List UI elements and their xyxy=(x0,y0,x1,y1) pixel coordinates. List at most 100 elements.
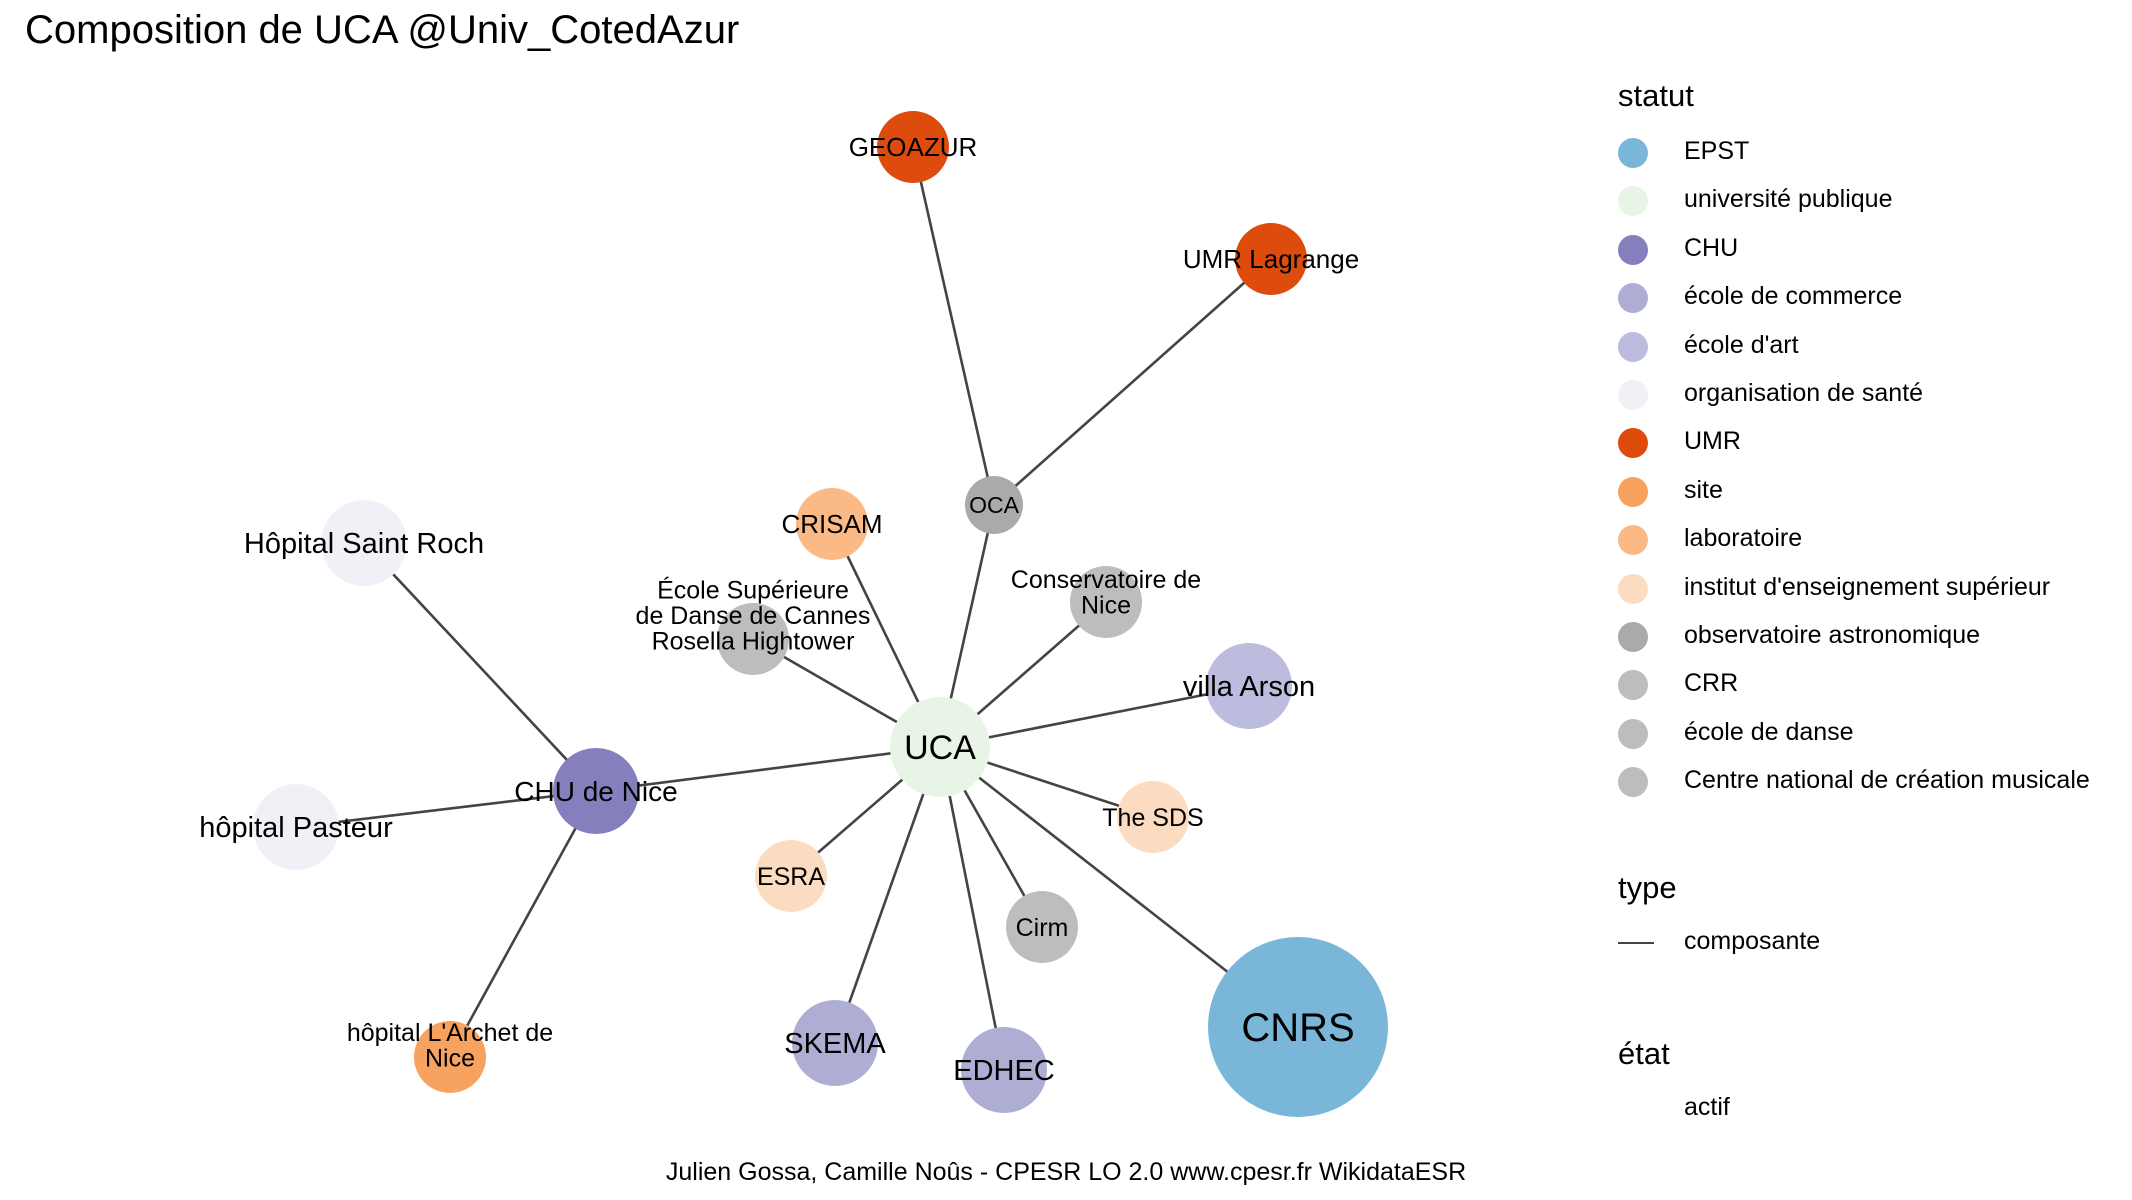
node-geoazur xyxy=(877,111,949,183)
node-lagrange xyxy=(1235,223,1307,295)
edge-chu-archet xyxy=(448,790,598,1058)
legend-item-statut: UMR xyxy=(1618,418,2118,466)
node-esra xyxy=(755,840,827,912)
node-uca xyxy=(890,697,990,797)
edge-oca-lagrange xyxy=(993,258,1272,506)
legend-label: école de commerce xyxy=(1684,282,1903,311)
legend-key-dot xyxy=(1618,234,1648,265)
node-cirm xyxy=(1006,891,1078,963)
node-conservatoire xyxy=(1070,566,1142,638)
node-oca xyxy=(965,476,1023,534)
legend-label: école de danse xyxy=(1684,717,1854,746)
legend-item-statut: université publique xyxy=(1618,176,2118,224)
edge-oca-geoazur xyxy=(911,146,996,506)
legend-label: Centre national de création musicale xyxy=(1684,766,2090,795)
node-label-esra: ESRA xyxy=(757,863,825,891)
node-cnrs xyxy=(1208,937,1388,1117)
node-label-arson: villa Arson xyxy=(1183,671,1315,703)
legend-item-statut: institut d'enseignement supérieur xyxy=(1618,564,2118,612)
node-danse xyxy=(717,603,789,675)
legend-item-statut: site xyxy=(1618,467,2118,515)
node-label-crisam: CRISAM xyxy=(781,509,882,539)
legend-item-statut: laboratoire xyxy=(1618,515,2118,563)
node-chu xyxy=(553,748,639,834)
legend-label: EPST xyxy=(1684,137,1750,165)
legend-key-dot xyxy=(1618,573,1648,604)
legend-label-composante: composante xyxy=(1684,927,1821,955)
legend-label: CHU xyxy=(1684,233,1739,262)
nodes-layer xyxy=(253,111,1388,1117)
node-label-cirm: Cirm xyxy=(1016,914,1069,942)
legend-key-dot xyxy=(1618,622,1648,652)
node-label-danse: École Supérieure de Danse de Cannes Rosell… xyxy=(636,575,871,655)
node-label-chu: CHU de Nice xyxy=(514,776,677,807)
legend-key-dot xyxy=(1618,138,1648,168)
edge-uca-arson xyxy=(939,684,1250,749)
node-label-sds: The SDS xyxy=(1102,804,1203,832)
node-arson xyxy=(1206,643,1292,729)
legend-label: site xyxy=(1684,475,1723,504)
node-stroch xyxy=(321,500,407,586)
node-label-pasteur: hôpital Pasteur xyxy=(199,812,393,844)
node-edhec xyxy=(961,1027,1047,1113)
node-label-conservatoire: Conservatoire de Nice xyxy=(1011,566,1201,620)
legend-item-statut: organisation de santé xyxy=(1618,370,2118,418)
legend-item-statut: EPST xyxy=(1618,128,2118,176)
edge-uca-skema xyxy=(833,746,942,1044)
legend-item-statut: Centre national de création musicale xyxy=(1618,757,2118,805)
caption: Julien Gossa, Camille Noûs - CPESR LO 2.… xyxy=(665,1158,1467,1186)
legend-label: école d'art xyxy=(1684,330,1799,359)
legend-item-statut: école d'art xyxy=(1618,322,2118,370)
legend-item-composante: composante xyxy=(1618,918,2118,966)
legend-item-statut: école de commerce xyxy=(1618,273,2118,321)
node-crisam xyxy=(796,488,868,560)
legend-item-statut: CHU xyxy=(1618,225,2118,273)
node-label-edhec: EDHEC xyxy=(953,1055,1055,1087)
node-label-stroch: Hôpital Saint Roch xyxy=(244,528,484,560)
legend-key-dot xyxy=(1618,380,1648,410)
node-label-oca: OCA xyxy=(969,492,1020,518)
legend-key-dot xyxy=(1618,283,1648,314)
legend-label-actif: actif xyxy=(1684,1093,1730,1121)
legend-key-dot xyxy=(1618,476,1648,507)
legend-label: université publique xyxy=(1684,185,1893,214)
legend-item-statut: observatoire astronomique xyxy=(1618,612,2118,660)
legend-key-dot xyxy=(1618,428,1648,459)
node-archet xyxy=(414,1021,486,1093)
legend-title-statut: statut xyxy=(1618,78,1694,113)
legend-key-dot xyxy=(1618,718,1648,749)
edge-uca-chu xyxy=(595,745,941,793)
legend-item-statut: CRR xyxy=(1618,660,2118,708)
node-label-skema: SKEMA xyxy=(784,1028,886,1060)
chart-title: Composition de UCA @Univ_CotedAzur xyxy=(25,8,740,52)
legend-label: observatoire astronomique xyxy=(1684,621,1980,649)
legend-title-type: type xyxy=(1618,870,1677,905)
legend-label: institut d'enseignement supérieur xyxy=(1684,572,2051,601)
legend-key-dot xyxy=(1618,525,1648,556)
edge-uca-edhec xyxy=(938,746,1006,1071)
node-skema xyxy=(792,1000,878,1086)
node-label-geoazur: GEOAZUR xyxy=(849,132,978,162)
legend-key-dot xyxy=(1618,767,1648,798)
legend-label: laboratoire xyxy=(1684,524,1803,553)
node-sds xyxy=(1117,781,1189,853)
node-label-lagrange: UMR Lagrange xyxy=(1183,244,1359,274)
legend-key-dot xyxy=(1618,331,1648,362)
legend-label: organisation de santé xyxy=(1684,379,1924,407)
legend-item-actif: actif xyxy=(1618,1084,2118,1132)
node-pasteur xyxy=(253,784,339,870)
legend-item-statut: école de danse xyxy=(1618,709,2118,757)
labels-layer: UCA CNRS CHU de Nice OCA GEOAZUR UMR Lagrange… xyxy=(199,132,1359,1087)
edge-chu-stroch xyxy=(363,542,597,792)
node-label-archet: hôpital L'Archet de Nice xyxy=(347,1019,553,1073)
legend-label: CRR xyxy=(1684,669,1739,698)
legend-key-dot xyxy=(1618,186,1648,217)
legend-label: UMR xyxy=(1684,427,1741,456)
legend-key-dot xyxy=(1618,670,1648,701)
line-key xyxy=(1618,942,1654,944)
legend-title-etat: état xyxy=(1618,1036,1670,1071)
edge-chu-pasteur xyxy=(295,789,597,829)
node-label-uca: UCA xyxy=(904,729,976,767)
node-label-cnrs: CNRS xyxy=(1241,1006,1354,1050)
